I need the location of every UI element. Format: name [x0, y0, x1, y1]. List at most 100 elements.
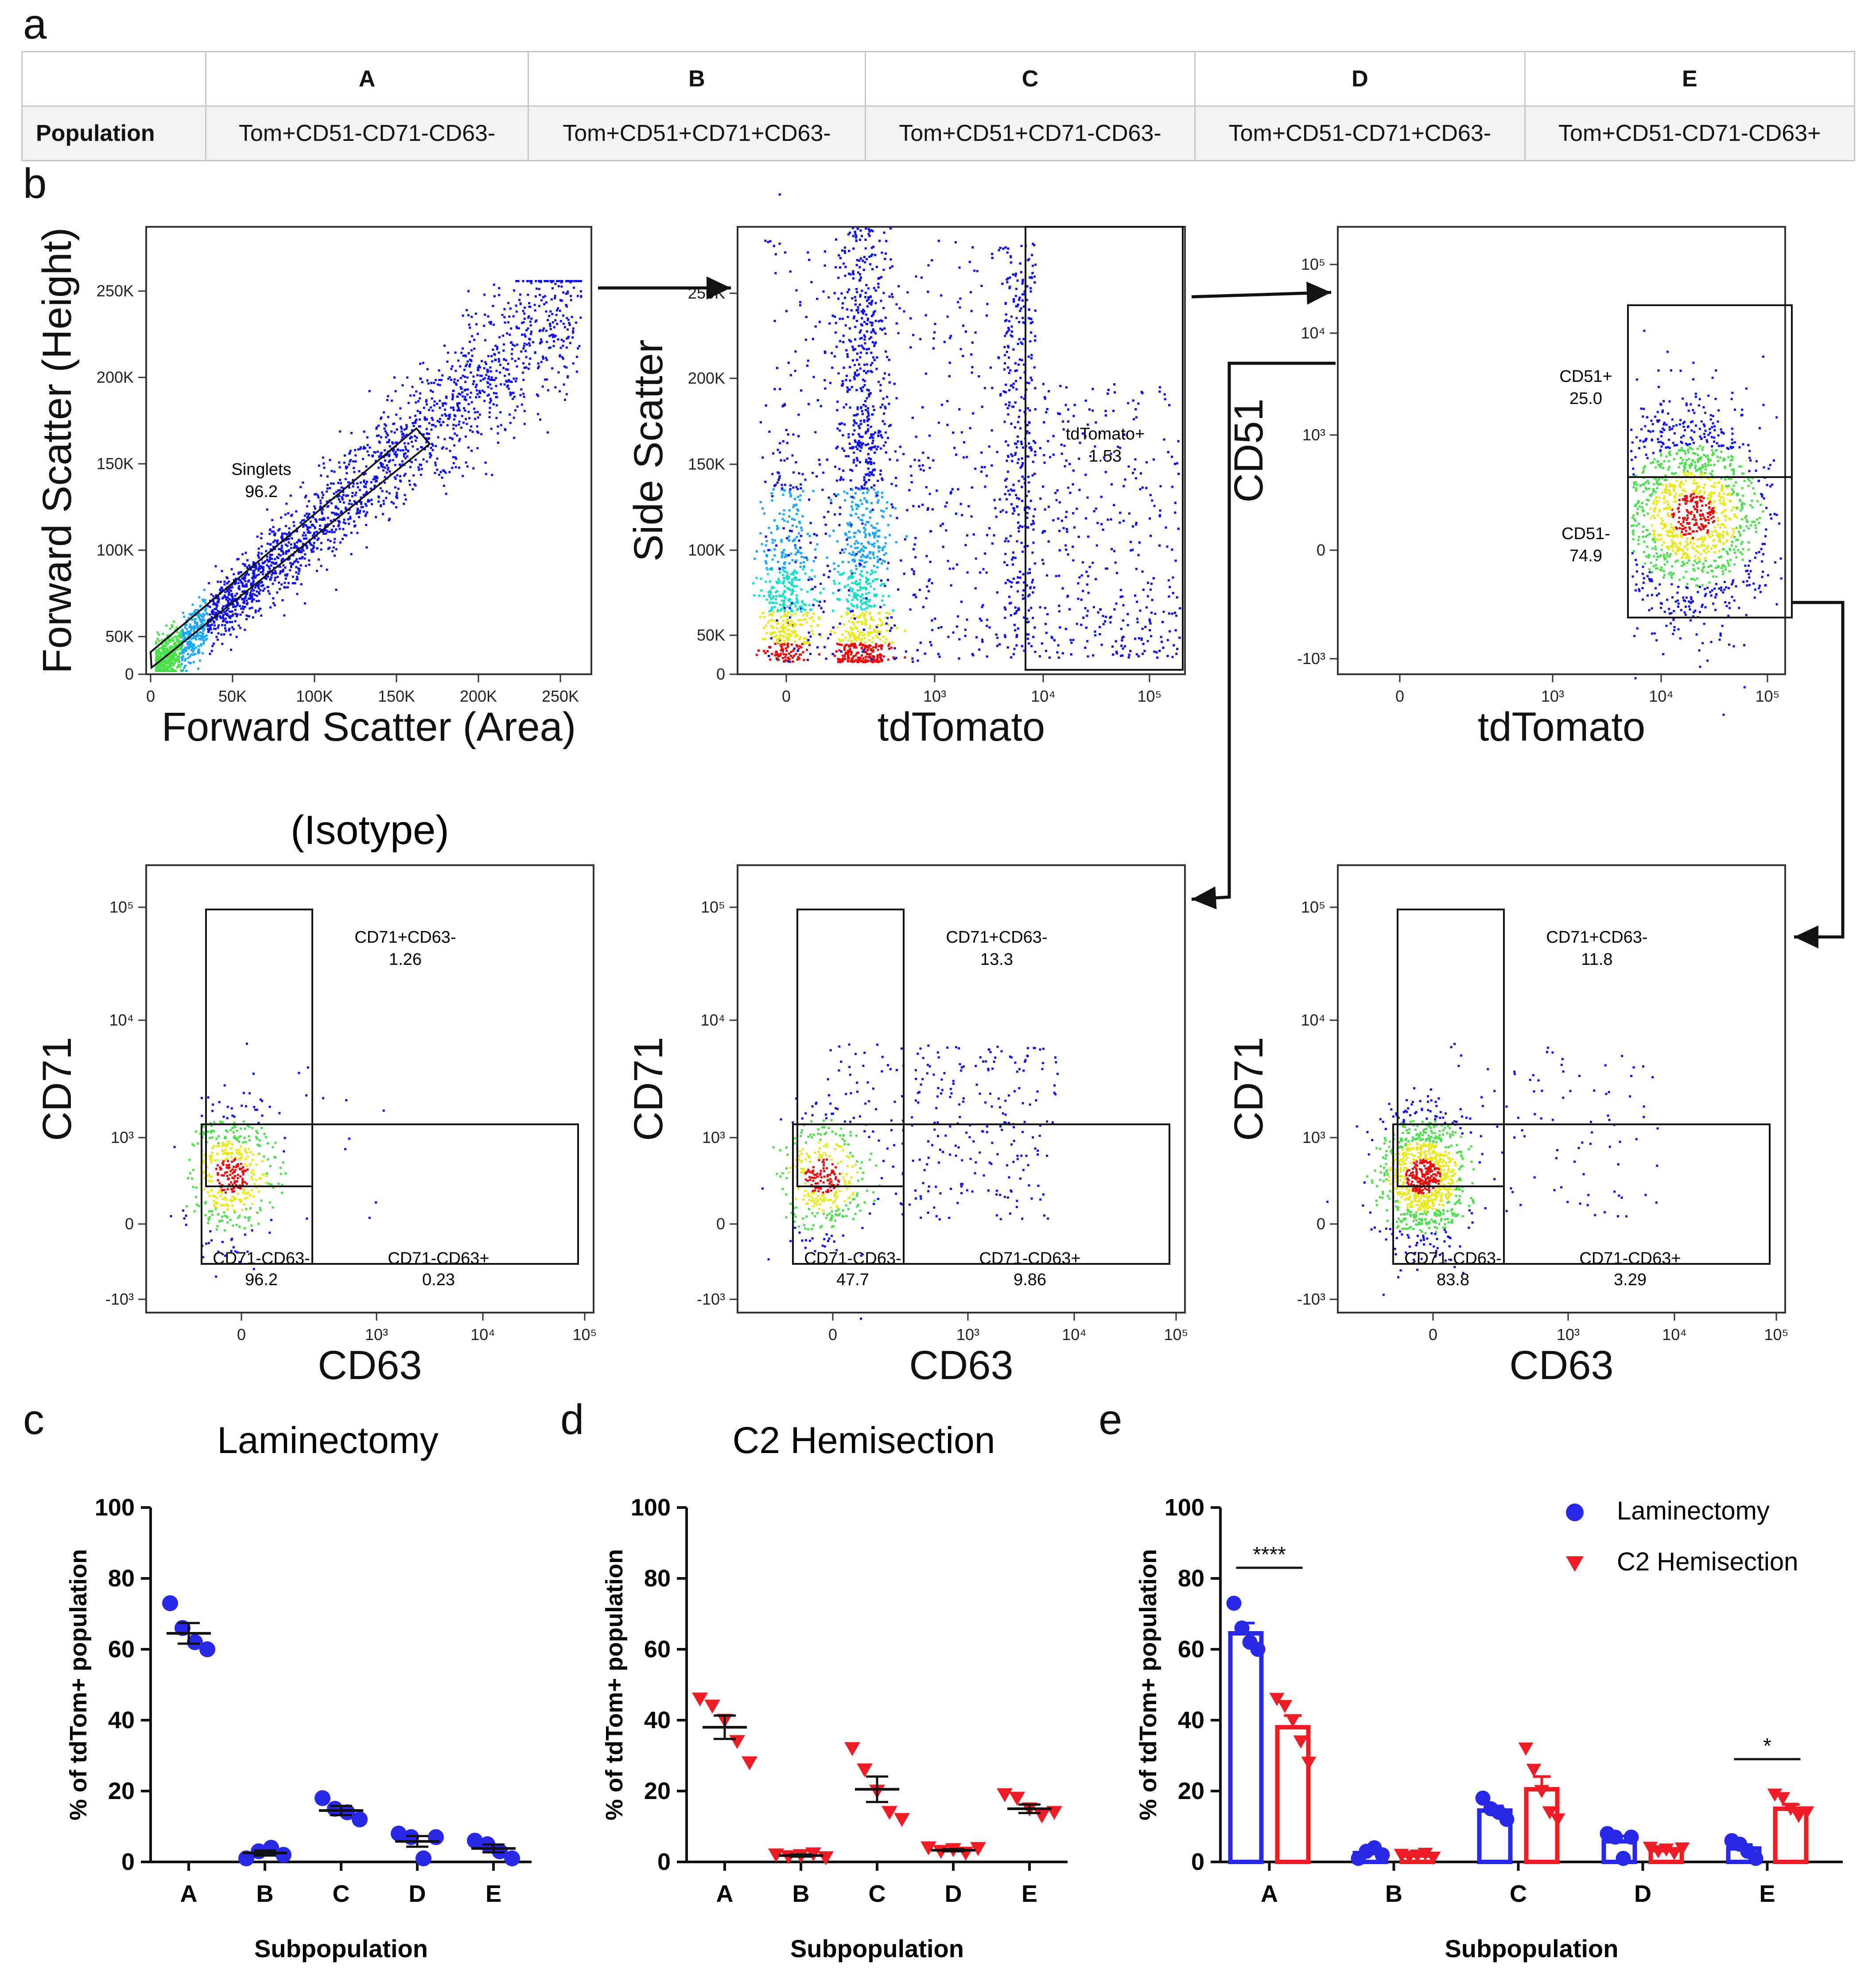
plot-tdtomato-cd51-ytick-label: 10⁵: [1301, 255, 1325, 273]
chart-comparison-xtick-label: C: [1510, 1881, 1527, 1907]
chart-hemisection-xlabel: Subpopulation: [790, 1935, 964, 1962]
plot-tdtomato-cd51-ylabel: CD51: [1226, 398, 1271, 502]
chart-laminectomy-xtick-label: C: [333, 1881, 350, 1907]
chart-laminectomy-point: [315, 1790, 330, 1806]
chart-hemisection-point: [844, 1742, 860, 1756]
plot-cd51pos-frame: [737, 864, 1186, 1313]
plot-tdtomato-cd51-xtick-label: 10³: [1541, 687, 1564, 705]
plot-fsc-ytick-label: 250K: [97, 282, 134, 300]
plot-tdtomato-cd51-xlabel: tdTomato: [1478, 704, 1645, 750]
chart-hemisection-point: [1009, 1791, 1025, 1806]
plot-fsc-frame: [145, 226, 592, 675]
population-table: A B C D E Population Tom+CD51-CD71-CD63-…: [21, 51, 1856, 161]
chart-laminectomy-point: [504, 1850, 520, 1866]
chart-hemisection-point: [1034, 1809, 1050, 1824]
plot-cd51neg-ytick-label: 10⁵: [1301, 898, 1325, 916]
plot-cd51neg-frame: [1337, 864, 1786, 1313]
cd51-neg-name: CD51-: [1561, 525, 1610, 543]
chart-laminectomy-ytick-label: 0: [121, 1849, 135, 1875]
plot-tdtomato-cd51-frame: [1337, 226, 1786, 675]
chart-laminectomy-point: [327, 1801, 343, 1817]
plot-isotype-q3-value: 0.23: [422, 1271, 455, 1289]
plot-cd51neg-q1-value: 11.8: [1581, 950, 1612, 969]
chart-comparison-legend-marker-0: [1566, 1504, 1584, 1521]
plot-cd51pos-xtick-label: 10³: [956, 1325, 979, 1344]
chart-hemisection-ylabel: % of tdTom+ population: [601, 1549, 628, 1820]
tdtomato-gate-name: tdTomato+: [1066, 425, 1145, 443]
chart-comparison-point-1: [1425, 1851, 1441, 1865]
plot-cd51neg-xtick-label: 10⁴: [1662, 1325, 1687, 1344]
chart-comparison-point-0: [1499, 1812, 1515, 1827]
chart-laminectomy-point: [276, 1847, 291, 1863]
chart-comparison-ytick-label: 60: [1178, 1636, 1204, 1663]
chart-comparison-bar-0: [1228, 1631, 1264, 1864]
plot-tdtomato-cd51-xtick-label: 0: [1395, 687, 1404, 705]
chart-comparison-point-0: [1608, 1830, 1623, 1845]
plot-isotype-xtick-label: 10⁴: [470, 1325, 495, 1344]
plot-cd51neg-ytick-label: 10³: [1302, 1128, 1325, 1146]
chart-hemisection-point: [768, 1848, 784, 1863]
plot-tdtomato-ssc-xtick-label: 0: [782, 687, 791, 705]
chart-comparison-point-0: [1226, 1596, 1242, 1611]
plot-tdtomato-ssc-ytick-label: 100K: [688, 541, 725, 559]
chart-comparison-point-1: [1550, 1813, 1565, 1827]
table-header-E: E: [1524, 51, 1856, 107]
chart-comparison-xtick-label: A: [1261, 1881, 1278, 1907]
plot-fsc-ytick-label: 0: [125, 665, 134, 683]
tdtomato-gate-value: 1.53: [1089, 447, 1122, 466]
chart-comparison-significance-label: ****: [1253, 1543, 1286, 1566]
plot-tdtomato-ssc-frame: [737, 226, 1186, 675]
plot-cd51neg-q3-name: CD71-CD63+: [1579, 1249, 1681, 1268]
plot-isotype-gate-cd71pos: [205, 909, 313, 1187]
plot-isotype-q2-name: CD71-CD63-: [213, 1249, 310, 1268]
chart-comparison-point-1: [1767, 1788, 1783, 1802]
chart-comparison-point-0: [1616, 1851, 1631, 1866]
plot-isotype-q1-name: CD71+CD63-: [354, 928, 456, 947]
plot-fsc-xtick-label: 200K: [460, 687, 497, 705]
chart-laminectomy-xtick-label: E: [486, 1881, 501, 1907]
chart-hemisection-point: [729, 1735, 745, 1749]
plot-isotype-q3-name: CD71-CD63+: [388, 1249, 489, 1268]
chart-hemisection-xtick-label: D: [945, 1881, 962, 1907]
table-row-label: Population: [21, 105, 206, 161]
plot-isotype-frame: [145, 864, 594, 1313]
plot-cd51neg-xtick-label: 10⁵: [1764, 1325, 1789, 1344]
chart-hemisection-xtick-label: B: [792, 1881, 810, 1907]
plot-cd51neg-ytick-label: 0: [1317, 1215, 1325, 1233]
chart-hemisection-point: [692, 1692, 708, 1707]
chart-comparison-point-1: [1666, 1847, 1682, 1861]
plot-cd51neg-q2-name: CD71-CD63-: [1404, 1249, 1502, 1268]
plot-tdtomato-ssc-xtick-label: 10⁵: [1138, 687, 1162, 705]
plot-cd51pos-xtick-label: 10⁵: [1164, 1325, 1189, 1344]
chart-comparison-point-1: [1277, 1700, 1293, 1714]
chart-comparison-point-0: [1375, 1847, 1390, 1862]
chart-laminectomy-point: [428, 1829, 444, 1845]
table-cell-A: Tom+CD51-CD71-CD63-: [205, 105, 529, 161]
table-header-B: B: [528, 51, 866, 107]
plot-cd51neg-gate-cd71pos: [1397, 909, 1505, 1187]
panel-label-b: b: [23, 160, 47, 207]
chart-comparison-significance-label: *: [1763, 1734, 1771, 1758]
chart-comparison-ytick-label: 40: [1178, 1707, 1204, 1733]
chart-comparison-point-1: [1674, 1842, 1690, 1856]
chart-laminectomy-ytick-label: 40: [108, 1707, 135, 1733]
chart-comparison-point-0: [1475, 1791, 1491, 1806]
plot-cd51pos-q2-name: CD71-CD63-: [804, 1249, 901, 1268]
chart-hemisection-ytick-label: 40: [644, 1707, 671, 1733]
chart-hemisection: 0 20 40 60 80 100 % of tdTom+ population Subpop…: [601, 1419, 1068, 1962]
panel-label-d: d: [560, 1396, 584, 1443]
chart-comparison-ytick-label: 80: [1178, 1565, 1204, 1592]
plot-isotype-ytick-label: 10⁵: [109, 898, 134, 916]
plot-isotype-ytick-label: 0: [125, 1215, 134, 1233]
plot-tdtomato-ssc: 0 10³ 10⁴ 10⁵050K100K150K200K250KtdTomatoSi…: [626, 193, 1186, 750]
plot-fsc-xtick-label: 0: [146, 687, 155, 705]
chart-comparison-point-1: [1269, 1693, 1285, 1706]
chart-laminectomy-ytick-label: 80: [108, 1565, 135, 1592]
chart-comparison-point-1: [1783, 1803, 1798, 1816]
plot-tdtomato-ssc-ytick-label: 200K: [688, 369, 725, 387]
chart-laminectomy-ytick-label: 100: [95, 1494, 135, 1521]
chart-comparison-point-1: [1293, 1735, 1309, 1749]
chart-comparison-ytick-label: 100: [1165, 1494, 1204, 1521]
chart-laminectomy-xlabel: Subpopulation: [254, 1935, 428, 1962]
plot-cd51pos-q1-value: 13.3: [980, 950, 1013, 969]
